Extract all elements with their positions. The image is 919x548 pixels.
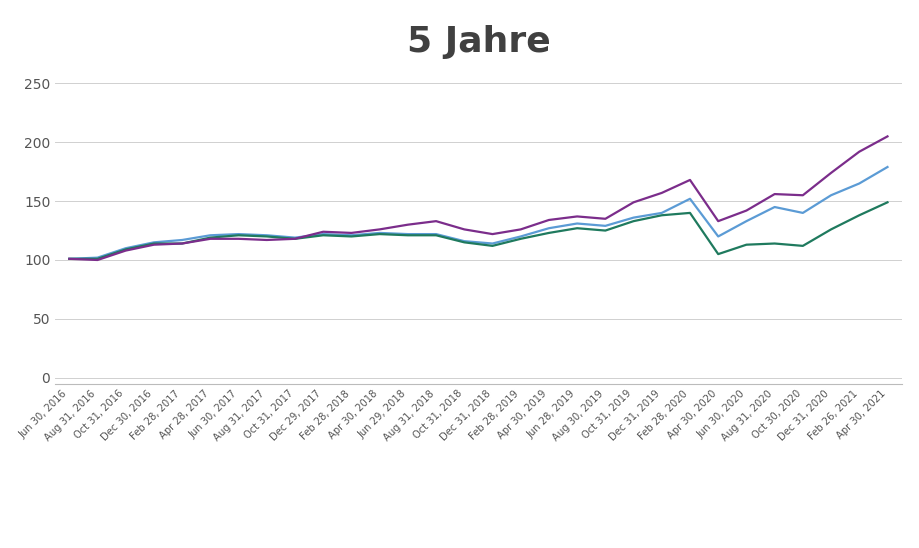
Line: WORLD Value: WORLD Value bbox=[69, 202, 887, 259]
WORLD Standard bbox=[599, 222, 610, 229]
WORLD Value bbox=[92, 255, 103, 262]
WORLD Standard bbox=[92, 254, 103, 261]
WORLD Value bbox=[543, 230, 554, 236]
WORLD Standard bbox=[459, 238, 470, 244]
WORLD Standard bbox=[824, 192, 835, 198]
WORLD Standard bbox=[740, 218, 751, 225]
WORLD Momentum bbox=[571, 213, 582, 220]
WORLD Momentum bbox=[543, 216, 554, 223]
WORLD Value bbox=[655, 212, 666, 219]
WORLD Momentum bbox=[430, 218, 441, 225]
WORLD Value bbox=[824, 226, 835, 233]
WORLD Value bbox=[599, 227, 610, 234]
WORLD Momentum bbox=[63, 255, 74, 262]
WORLD Value bbox=[768, 240, 779, 247]
WORLD Momentum bbox=[120, 247, 131, 254]
WORLD Value bbox=[346, 233, 357, 239]
WORLD Value bbox=[515, 236, 526, 242]
WORLD Standard bbox=[233, 231, 244, 237]
WORLD Standard bbox=[430, 231, 441, 237]
WORLD Standard bbox=[684, 196, 695, 202]
WORLD Value bbox=[289, 236, 301, 242]
WORLD Value bbox=[261, 233, 272, 239]
WORLD Value bbox=[881, 199, 892, 206]
WORLD Momentum bbox=[346, 230, 357, 236]
WORLD Standard bbox=[543, 225, 554, 231]
WORLD Momentum bbox=[628, 199, 639, 206]
WORLD Value bbox=[63, 255, 74, 262]
WORLD Momentum bbox=[261, 237, 272, 243]
WORLD Momentum bbox=[317, 229, 328, 235]
WORLD Momentum bbox=[853, 149, 864, 155]
WORLD Standard bbox=[63, 255, 74, 262]
WORLD Value bbox=[120, 246, 131, 253]
WORLD Standard bbox=[289, 235, 301, 241]
WORLD Standard bbox=[853, 180, 864, 187]
WORLD Standard bbox=[261, 232, 272, 238]
WORLD Value bbox=[797, 243, 808, 249]
WORLD Momentum bbox=[92, 256, 103, 263]
WORLD Momentum bbox=[289, 236, 301, 242]
WORLD Standard bbox=[402, 231, 413, 237]
WORLD Standard bbox=[120, 245, 131, 252]
WORLD Standard bbox=[486, 240, 497, 247]
WORLD Momentum bbox=[740, 207, 751, 214]
Line: WORLD Momentum: WORLD Momentum bbox=[69, 136, 887, 260]
WORLD Value bbox=[459, 239, 470, 246]
WORLD Value bbox=[684, 210, 695, 216]
WORLD Value bbox=[374, 231, 385, 237]
WORLD Momentum bbox=[768, 191, 779, 197]
WORLD Momentum bbox=[176, 240, 187, 247]
WORLD Standard bbox=[148, 239, 159, 246]
WORLD Standard bbox=[515, 233, 526, 239]
WORLD Standard bbox=[205, 232, 216, 238]
WORLD Value bbox=[176, 240, 187, 247]
WORLD Momentum bbox=[797, 192, 808, 198]
WORLD Standard bbox=[797, 210, 808, 216]
WORLD Standard bbox=[768, 204, 779, 210]
WORLD Value bbox=[740, 242, 751, 248]
WORLD Momentum bbox=[402, 221, 413, 228]
WORLD Standard bbox=[628, 214, 639, 221]
WORLD Standard bbox=[571, 220, 582, 227]
WORLD Standard bbox=[881, 164, 892, 170]
WORLD Momentum bbox=[459, 226, 470, 233]
WORLD Value bbox=[486, 243, 497, 249]
WORLD Momentum bbox=[881, 133, 892, 140]
WORLD Momentum bbox=[374, 226, 385, 233]
WORLD Momentum bbox=[824, 169, 835, 176]
WORLD Momentum bbox=[712, 218, 723, 225]
WORLD Value bbox=[430, 232, 441, 238]
Title: 5 Jahre: 5 Jahre bbox=[406, 25, 550, 59]
WORLD Standard bbox=[712, 233, 723, 239]
WORLD Value bbox=[402, 232, 413, 238]
WORLD Value bbox=[571, 225, 582, 231]
WORLD Momentum bbox=[233, 236, 244, 242]
WORLD Value bbox=[317, 232, 328, 238]
WORLD Momentum bbox=[655, 190, 666, 196]
WORLD Standard bbox=[374, 230, 385, 236]
WORLD Value bbox=[628, 218, 639, 225]
WORLD Momentum bbox=[486, 231, 497, 237]
WORLD Value bbox=[205, 235, 216, 241]
WORLD Value bbox=[148, 240, 159, 247]
WORLD Value bbox=[853, 212, 864, 219]
WORLD Standard bbox=[176, 237, 187, 243]
WORLD Standard bbox=[346, 232, 357, 238]
WORLD Value bbox=[712, 251, 723, 258]
WORLD Momentum bbox=[684, 176, 695, 183]
WORLD Momentum bbox=[148, 242, 159, 248]
Line: WORLD Standard: WORLD Standard bbox=[69, 167, 887, 259]
WORLD Standard bbox=[317, 231, 328, 237]
WORLD Momentum bbox=[205, 236, 216, 242]
WORLD Momentum bbox=[515, 226, 526, 233]
WORLD Standard bbox=[655, 210, 666, 216]
WORLD Value bbox=[233, 232, 244, 238]
WORLD Momentum bbox=[599, 215, 610, 222]
